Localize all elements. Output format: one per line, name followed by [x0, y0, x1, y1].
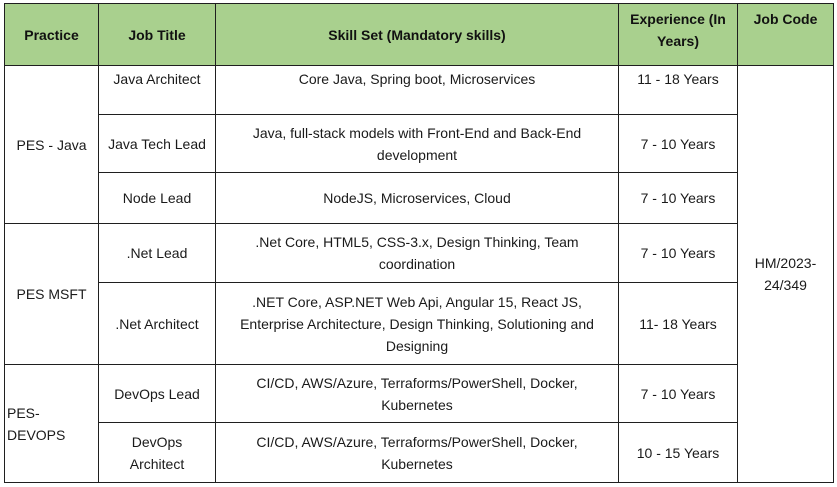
- table-row: DevOps Architect CI/CD, AWS/Azure, Terra…: [5, 422, 834, 483]
- job-title-cell: .Net Architect: [98, 282, 216, 365]
- table-row: Java Tech Lead Java, full-stack models w…: [5, 114, 834, 173]
- table-row: PES MSFT .Net Lead .Net Core, HTML5, CSS…: [4, 223, 834, 365]
- experience-cell: 11 - 18 Years: [618, 65, 738, 115]
- practice-cell: PES - Java: [4, 65, 99, 224]
- job-title-cell: DevOps Architect: [98, 422, 216, 483]
- job-title-cell: Node Lead: [98, 172, 216, 224]
- skill-set-cell: CI/CD, AWS/Azure, Terraforms/PowerShell,…: [215, 422, 619, 483]
- header-experience: Experience (In Years): [618, 3, 738, 66]
- experience-cell: 7 - 10 Years: [618, 114, 738, 173]
- header-job-title: Job Title: [98, 3, 216, 66]
- experience-cell: 10 - 15 Years: [618, 422, 738, 483]
- header-job-code: Job Code: [737, 3, 834, 66]
- skill-set-cell: .NET Core, ASP.NET Web Api, Angular 15, …: [215, 282, 619, 365]
- skill-set-cell: NodeJS, Microservices, Cloud: [215, 172, 619, 224]
- experience-cell: 7 - 10 Years: [618, 223, 738, 283]
- header-practice: Practice: [4, 3, 99, 66]
- practice-cell: PES MSFT: [4, 223, 99, 365]
- table-row: PES - Java Java Architect Core Java, Spr…: [4, 65, 834, 483]
- table-row: .Net Architect .NET Core, ASP.NET Web Ap…: [5, 282, 834, 365]
- job-title-cell: DevOps Lead: [98, 364, 216, 423]
- skill-set-cell: Core Java, Spring boot, Microservices: [215, 65, 619, 115]
- job-title-cell: Java Tech Lead: [98, 114, 216, 173]
- experience-cell: 7 - 10 Years: [618, 364, 738, 423]
- table-row: Node Lead NodeJS, Microservices, Cloud 7…: [5, 172, 834, 224]
- job-openings-table: Practice Job Title Skill Set (Mandatory …: [4, 3, 834, 483]
- job-title-cell: Java Architect: [98, 65, 216, 115]
- skill-set-cell: .Net Core, HTML5, CSS-3.x, Design Thinki…: [215, 223, 619, 283]
- practice-cell: PES- DEVOPS: [4, 364, 99, 483]
- experience-cell: 11- 18 Years: [618, 282, 738, 365]
- header-skill-set: Skill Set (Mandatory skills): [215, 3, 619, 66]
- skill-set-cell: Java, full-stack models with Front-End a…: [215, 114, 619, 173]
- skill-set-cell: CI/CD, AWS/Azure, Terraforms/PowerShell,…: [215, 364, 619, 423]
- job-title-cell: .Net Lead: [98, 223, 216, 283]
- header-row: Practice Job Title Skill Set (Mandatory …: [4, 3, 834, 66]
- table-row: PES- DEVOPS DevOps Lead CI/CD, AWS/Azure…: [4, 364, 834, 483]
- job-code-cell: HM/2023-24/349: [737, 65, 834, 483]
- experience-cell: 7 - 10 Years: [618, 172, 738, 224]
